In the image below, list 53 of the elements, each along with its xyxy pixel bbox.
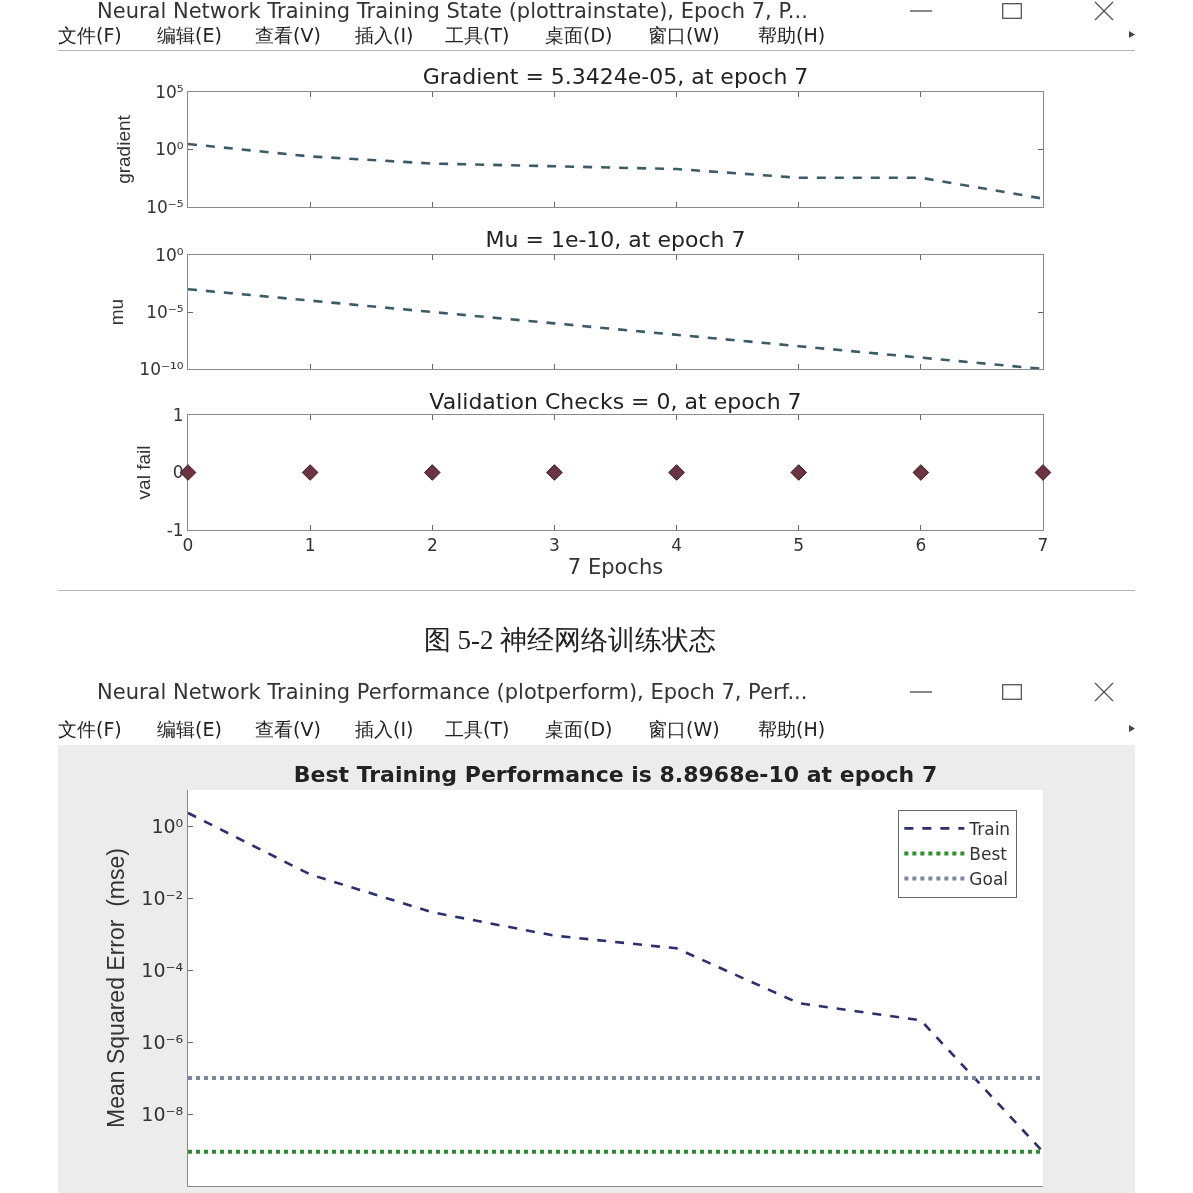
chart-title: Gradient = 5.3424e-05, at epoch 7	[422, 63, 809, 89]
legend-label: Train	[968, 818, 1011, 839]
x-tick-label: 4	[671, 535, 682, 556]
y-axis-title: gradient	[113, 114, 135, 184]
y-tick-label: 10⁵	[155, 81, 184, 102]
caption: 图 5-2 神经网络训练状态	[423, 624, 717, 656]
y-tick-label: 10⁻¹⁰	[139, 358, 184, 379]
text: 编辑(E)	[157, 24, 222, 46]
y-tick-label: 10⁻⁴	[141, 958, 184, 981]
text: Neural Network Training Performance (plotperform), Epoch 7, Perf...	[97, 680, 808, 704]
x-tick-label: 7	[1037, 535, 1049, 556]
chart-title: Best Training Performance is 8.8968e-10 at epoch 7	[293, 761, 938, 787]
y-tick-label: -1	[166, 519, 184, 540]
text: 编辑(E)	[157, 718, 222, 740]
y-axis-title: Mean Squared Error (mse)	[102, 848, 129, 1128]
y-tick-label: 10⁻⁵	[146, 196, 184, 217]
y-axis-title: val fail	[133, 445, 155, 500]
chart-title: Validation Checks = 0, at epoch 7	[429, 388, 802, 414]
text: 桌面(D)	[545, 24, 613, 46]
text: 工具(T)	[445, 718, 510, 740]
x-tick-label: 1	[304, 535, 316, 556]
text: 桌面(D)	[545, 718, 613, 740]
y-tick-label: 1	[172, 404, 184, 425]
y-tick-label: 10⁰	[155, 244, 184, 265]
chart-title: Mu = 1e-10, at epoch 7	[485, 226, 746, 252]
text: 窗口(W)	[648, 24, 720, 46]
text: 窗口(W)	[648, 718, 720, 740]
line-series	[188, 142, 1043, 200]
text: 插入(I)	[355, 718, 414, 740]
text: 文件(F)	[58, 718, 122, 740]
y-tick-label: 10⁻⁶	[141, 1030, 184, 1053]
text: 查看(V)	[255, 718, 321, 740]
x-tick-label: 5	[793, 535, 805, 556]
text: 帮助(H)	[758, 24, 826, 46]
y-tick-label: 0	[172, 462, 184, 483]
x-tick-label: 6	[915, 535, 927, 556]
legend-label: Best	[969, 844, 1008, 865]
text: 帮助(H)	[758, 718, 826, 740]
x-tick-label: 2	[426, 535, 438, 556]
y-tick-label: 10⁰	[151, 814, 184, 837]
y-tick-label: 10⁻²	[141, 886, 184, 909]
y-tick-label: 10⁻⁵	[146, 301, 184, 322]
x-axis-title: 7 Epochs	[567, 554, 664, 579]
y-tick-label: 10⁻⁸	[141, 1102, 184, 1125]
text: 查看(V)	[255, 24, 321, 46]
y-axis-title: mu	[106, 298, 128, 326]
x-tick-label: 3	[549, 535, 560, 556]
text: 插入(I)	[355, 24, 414, 46]
text: Neural Network Training Training State (plottrainstate), Epoch 7, P...	[97, 0, 808, 23]
y-tick-label: 10⁰	[155, 139, 184, 160]
text: 工具(T)	[445, 24, 510, 46]
legend-label: Goal	[969, 869, 1009, 890]
text: 文件(F)	[58, 24, 122, 46]
